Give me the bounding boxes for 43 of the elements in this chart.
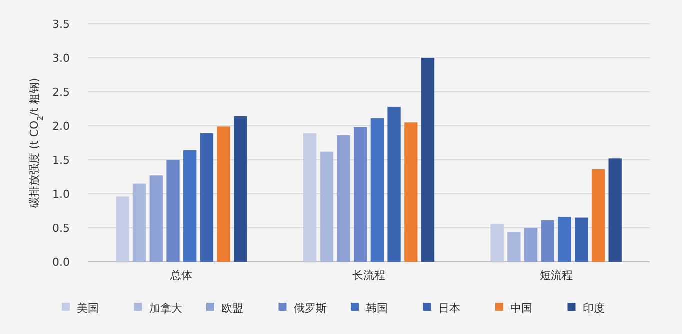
bar xyxy=(508,232,521,262)
bar xyxy=(370,118,384,262)
y-tick-label: 3.5 xyxy=(52,18,70,31)
bar xyxy=(217,126,230,262)
y-tick-label: 1.5 xyxy=(52,154,70,167)
x-tick-label: 短流程 xyxy=(540,269,573,282)
bar xyxy=(337,136,350,262)
legend-label: 欧盟 xyxy=(222,302,244,315)
legend-label: 中国 xyxy=(510,302,532,315)
bar xyxy=(541,220,554,262)
bar xyxy=(166,160,180,262)
bar xyxy=(184,150,197,262)
bar xyxy=(404,122,418,262)
bar xyxy=(388,106,401,262)
bar xyxy=(132,184,146,262)
bar xyxy=(575,218,588,262)
bar xyxy=(150,176,163,262)
bar xyxy=(592,170,606,262)
bar xyxy=(354,127,368,262)
y-tick-label: 3.0 xyxy=(52,52,70,65)
bar xyxy=(524,228,538,262)
legend-label: 日本 xyxy=(438,302,460,315)
bar xyxy=(490,224,504,262)
legend-label: 美国 xyxy=(77,302,99,315)
y-tick-label: 1.0 xyxy=(52,188,70,201)
x-tick-label: 长流程 xyxy=(352,269,386,282)
legend-label: 俄罗斯 xyxy=(294,302,327,315)
legend-label: 加拿大 xyxy=(149,302,182,315)
bar xyxy=(421,58,435,262)
legend-label: 韩国 xyxy=(366,302,388,315)
bar xyxy=(116,196,130,262)
legend-label: 印度 xyxy=(582,302,605,315)
bar xyxy=(200,133,214,262)
y-tick-label: 0.0 xyxy=(52,256,70,269)
bar xyxy=(608,158,622,262)
bar xyxy=(234,116,248,262)
y-tick-label: 2.5 xyxy=(52,86,70,99)
bar xyxy=(303,133,317,262)
y-tick-label: 2.0 xyxy=(52,120,70,133)
bar xyxy=(558,217,572,262)
y-tick-label: 0.5 xyxy=(52,222,70,235)
x-tick-label: 总体 xyxy=(170,269,193,282)
bar xyxy=(320,152,334,262)
